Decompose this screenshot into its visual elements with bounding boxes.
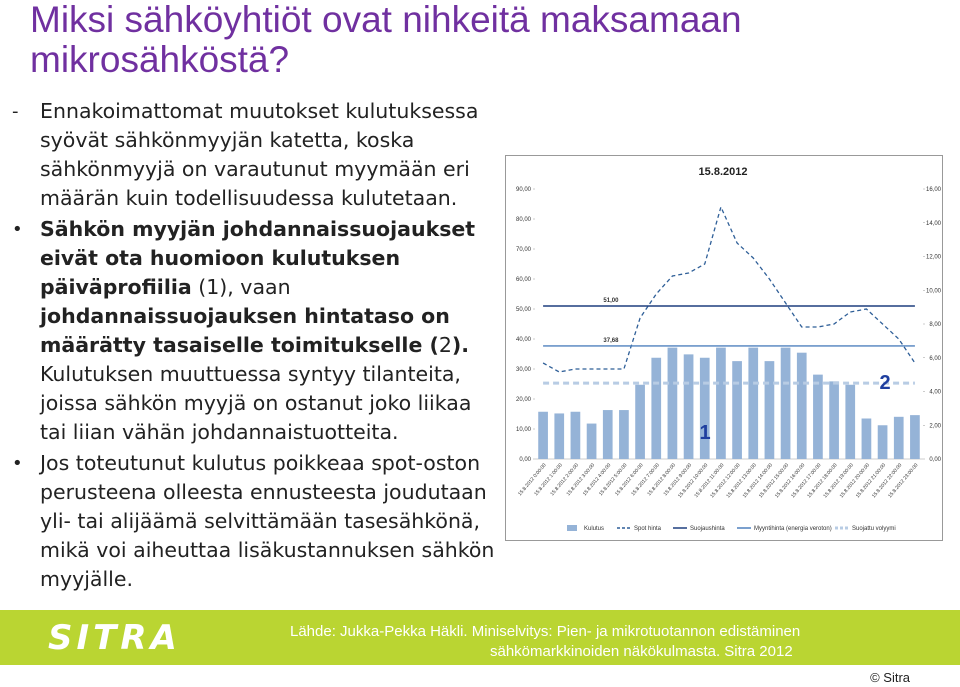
y-tick-label: 50,00 (516, 307, 532, 313)
bar (586, 423, 597, 459)
slide-body: - Ennakoimattomat muutokset kulutuksessa … (12, 97, 502, 596)
y2-tick-label: 2,00 (929, 423, 941, 429)
y-tick-label: 40,00 (516, 337, 532, 343)
legend-label: Kulutus (584, 526, 604, 532)
copyright: © Sitra (870, 670, 910, 685)
bar (619, 410, 629, 459)
data-label: 37,68 (603, 338, 619, 344)
data-label: 51,00 (603, 298, 619, 304)
slide-title: Miksi sähköyhtiöt ovat nihkeitä maksamaa… (30, 0, 742, 80)
source-line: Lähde: Jukka-Pekka Häkli. Miniselvitys: … (290, 623, 801, 640)
annotation: 1 (699, 422, 710, 444)
bar (716, 347, 726, 459)
legend-label: Suojattu volyymi (852, 526, 896, 532)
legend-label: Myyntihinta (energia veroton) (754, 526, 832, 532)
bullet: - Ennakoimattomat muutokset kulutuksessa … (12, 97, 502, 213)
y-tick-label: 0,00 (519, 457, 531, 463)
y2-tick-label: 4,00 (929, 390, 941, 396)
text-run: (1), vaan (191, 275, 291, 299)
bar (570, 411, 581, 459)
bullet-marker: • (12, 453, 23, 474)
y-tick-label: 70,00 (516, 247, 532, 253)
bar (893, 416, 904, 459)
bar (796, 352, 807, 459)
bar (538, 411, 548, 459)
bullet-marker: - (12, 101, 19, 122)
y2-tick-label: 8,00 (929, 322, 941, 328)
y2-tick-label: 0,00 (929, 457, 941, 463)
y-tick-label: 60,00 (516, 277, 532, 283)
line (542, 205, 916, 373)
y-tick-label: 80,00 (516, 217, 532, 223)
source: Lähde: Jukka-Pekka Häkli. Miniselvitys: … (290, 622, 800, 662)
y2-tick-label: 12,00 (926, 255, 942, 261)
chart-title: 15.8.2012 (699, 166, 748, 178)
text-run: Kulutuksen muuttuessa syntyy tilanteita,… (40, 362, 472, 444)
bullet: • Jos toteutunut kulutus poikkeaa spot-os… (12, 449, 502, 594)
bar (764, 361, 775, 459)
bar (683, 354, 694, 459)
bar (732, 361, 742, 459)
text-run: 2 (438, 333, 452, 357)
bar (845, 384, 856, 459)
y2-tick-label: 6,00 (929, 356, 941, 362)
source-line: sähkömarkkinoiden näkökulmasta. Sitra 20… (490, 643, 793, 660)
y-tick-label: 10,00 (516, 427, 532, 433)
text-run: ). (451, 333, 470, 357)
annotation: 2 (879, 372, 890, 394)
bar (748, 347, 759, 459)
bar (651, 357, 662, 459)
y2-tick-label: 10,00 (926, 288, 942, 294)
legend-label: Suojaushinta (690, 526, 725, 532)
y-tick-label: 20,00 (516, 397, 532, 403)
bar (602, 410, 613, 459)
y-tick-label: 30,00 (516, 367, 532, 373)
bar (910, 415, 920, 459)
bar (667, 347, 678, 459)
bar (699, 357, 710, 459)
bar (813, 374, 823, 459)
bar (635, 384, 645, 459)
text-run: Ennakoimattomat muutokset kulutuksessa s… (40, 99, 479, 210)
chart: 15.8.20120,0010,0020,0030,0040,0050,0060… (505, 155, 943, 541)
bar (861, 418, 872, 459)
y2-tick-label: 14,00 (926, 221, 942, 227)
bar (829, 381, 839, 459)
bullet: • Sähkön myyjän johdannaissuojaukset eivä… (12, 215, 502, 447)
text-run: Jos toteutunut kulutus poikkeaa spot-ost… (40, 451, 495, 591)
legend-swatch (567, 525, 577, 531)
footer: SITRA Lähde: Jukka-Pekka Häkli. Miniselv… (0, 610, 960, 665)
logo: SITRA (48, 618, 181, 658)
bar (780, 347, 791, 459)
text-run: Sähkön myyjän johdannaissuojaukset eivät… (40, 217, 476, 299)
legend-label: Spot hinta (634, 526, 662, 532)
chart-frame (505, 155, 943, 541)
bar (877, 425, 888, 459)
y2-tick-label: 16,00 (926, 187, 942, 193)
bullet-marker: • (12, 219, 23, 240)
text-run: johdannaissuojauksen hintataso on määrät… (40, 304, 450, 357)
y-tick-label: 90,00 (516, 187, 532, 193)
bar (554, 413, 565, 459)
